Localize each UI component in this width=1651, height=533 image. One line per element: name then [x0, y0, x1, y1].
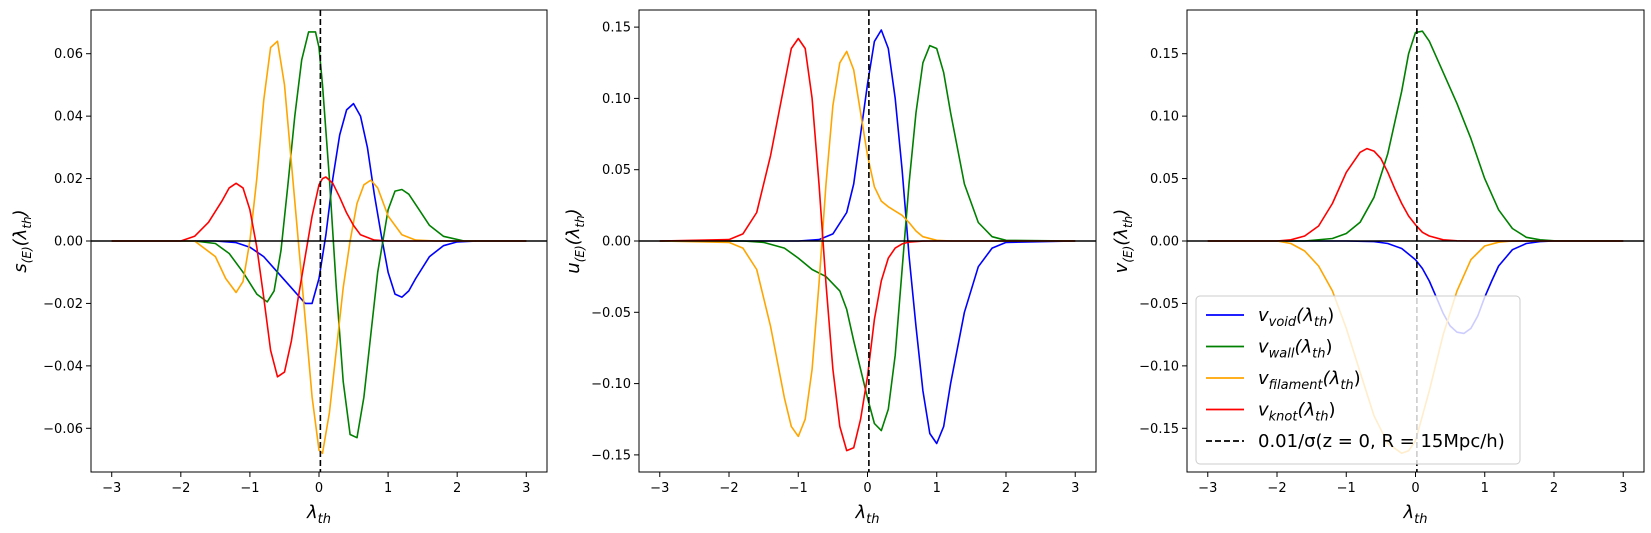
- x-axis-label: λth: [306, 502, 331, 527]
- x-tick-label: −3: [650, 481, 669, 496]
- y-tick-label: 0.06: [54, 47, 83, 62]
- plot-area: [91, 10, 547, 472]
- y-axis-label: v(E)(λth): [1111, 209, 1135, 274]
- y-tick-label: −0.06: [43, 422, 83, 437]
- y-tick-label: 0.05: [602, 163, 631, 178]
- legend-label-wall: vwall(λth): [1258, 337, 1333, 362]
- series-line-knot: [111, 176, 527, 378]
- series-line-wall: [111, 31, 527, 439]
- legend-label-threshold: 0.01/σ(z = 0, R = 15Mpc/h): [1258, 431, 1505, 452]
- x-tick-label: −2: [719, 481, 738, 496]
- chart-panel-1: −3 −2 −1 0 1 2 3 −0.06 −0.04 −0.02 0.00 0.02 0.04 0.0…: [10, 9, 548, 527]
- y-tick-label: −0.04: [43, 359, 83, 374]
- y-tick-label: 0.15: [1150, 47, 1179, 62]
- series-line-void: [111, 102, 527, 305]
- x-tick-label: 0: [863, 481, 871, 496]
- y-tick-label: 0.00: [54, 235, 83, 250]
- x-axis-label: λth: [855, 502, 880, 527]
- y-tick-label: 0.10: [602, 92, 631, 107]
- plot-area: [1187, 10, 1644, 472]
- y-axis-label: s(E)(λth): [10, 209, 34, 272]
- x-axis-label: λth: [1403, 502, 1428, 527]
- x-tick-label: 2: [1550, 481, 1558, 496]
- chart-panel-3: −3 −2 −1 0 1 2 3 −0.15 −0.10 −0.05 0.00 0.05 0.10 0.1…: [1111, 9, 1645, 527]
- y-tick-label: 0.02: [54, 172, 83, 187]
- x-tick-label: −3: [102, 481, 121, 496]
- legend-label-knot: vknot(λth): [1258, 400, 1336, 425]
- plot-area: [639, 10, 1096, 472]
- legend: vvoid(λth) vwall(λth) vfilament(λth) vknot(…: [1195, 295, 1521, 465]
- chart-panel-2: −3 −2 −1 0 1 2 3 −0.15 −0.10 −0.05 0.00 0.05 0.10 0.1…: [563, 9, 1097, 527]
- y-tick-label: 0.04: [54, 110, 83, 125]
- x-tick-label: 0: [315, 481, 323, 496]
- y-tick-label: −0.10: [1139, 359, 1179, 374]
- x-tick-label: 3: [522, 481, 530, 496]
- series-line-knot: [659, 37, 1076, 452]
- y-tick-label: 0.10: [1150, 110, 1179, 125]
- series-line-knot: [1207, 147, 1624, 242]
- series-line-void: [659, 29, 1076, 445]
- x-tick-label: −3: [1198, 481, 1217, 496]
- y-tick-label: 0.15: [602, 21, 631, 36]
- y-tick-label: −0.15: [1139, 422, 1179, 437]
- x-tick-label: 1: [1481, 481, 1489, 496]
- x-tick-label: −1: [1337, 481, 1356, 496]
- legend-box: [1195, 295, 1521, 465]
- x-tick-label: 0: [1411, 481, 1419, 496]
- x-tick-label: −1: [789, 481, 808, 496]
- y-tick-label: 0.05: [1150, 172, 1179, 187]
- series-line-wall: [659, 44, 1076, 432]
- x-tick-label: 3: [1619, 481, 1627, 496]
- series-line-filament: [659, 50, 1076, 438]
- y-axis-label: u(E)(λth): [563, 208, 587, 273]
- x-tick-label: −1: [240, 481, 259, 496]
- y-tick-label: −0.15: [591, 448, 631, 463]
- x-tick-label: 3: [1071, 481, 1079, 496]
- x-tick-label: 1: [384, 481, 392, 496]
- y-tick-label: −0.05: [591, 306, 631, 321]
- y-tick-label: −0.05: [1139, 297, 1179, 312]
- x-tick-label: −2: [171, 481, 190, 496]
- x-tick-label: 2: [1002, 481, 1010, 496]
- y-tick-label: −0.02: [43, 297, 83, 312]
- y-tick-label: −0.10: [591, 377, 631, 392]
- x-tick-label: 2: [453, 481, 461, 496]
- series-line-wall: [1207, 30, 1624, 242]
- y-tick-label: 0.00: [602, 235, 631, 250]
- y-tick-label: 0.00: [1150, 235, 1179, 250]
- legend-label-void: vvoid(λth): [1258, 305, 1334, 330]
- legend-label-filament: vfilament(λth): [1258, 368, 1361, 393]
- x-tick-label: 1: [933, 481, 941, 496]
- series-line-filament: [111, 40, 527, 455]
- x-tick-label: −2: [1267, 481, 1286, 496]
